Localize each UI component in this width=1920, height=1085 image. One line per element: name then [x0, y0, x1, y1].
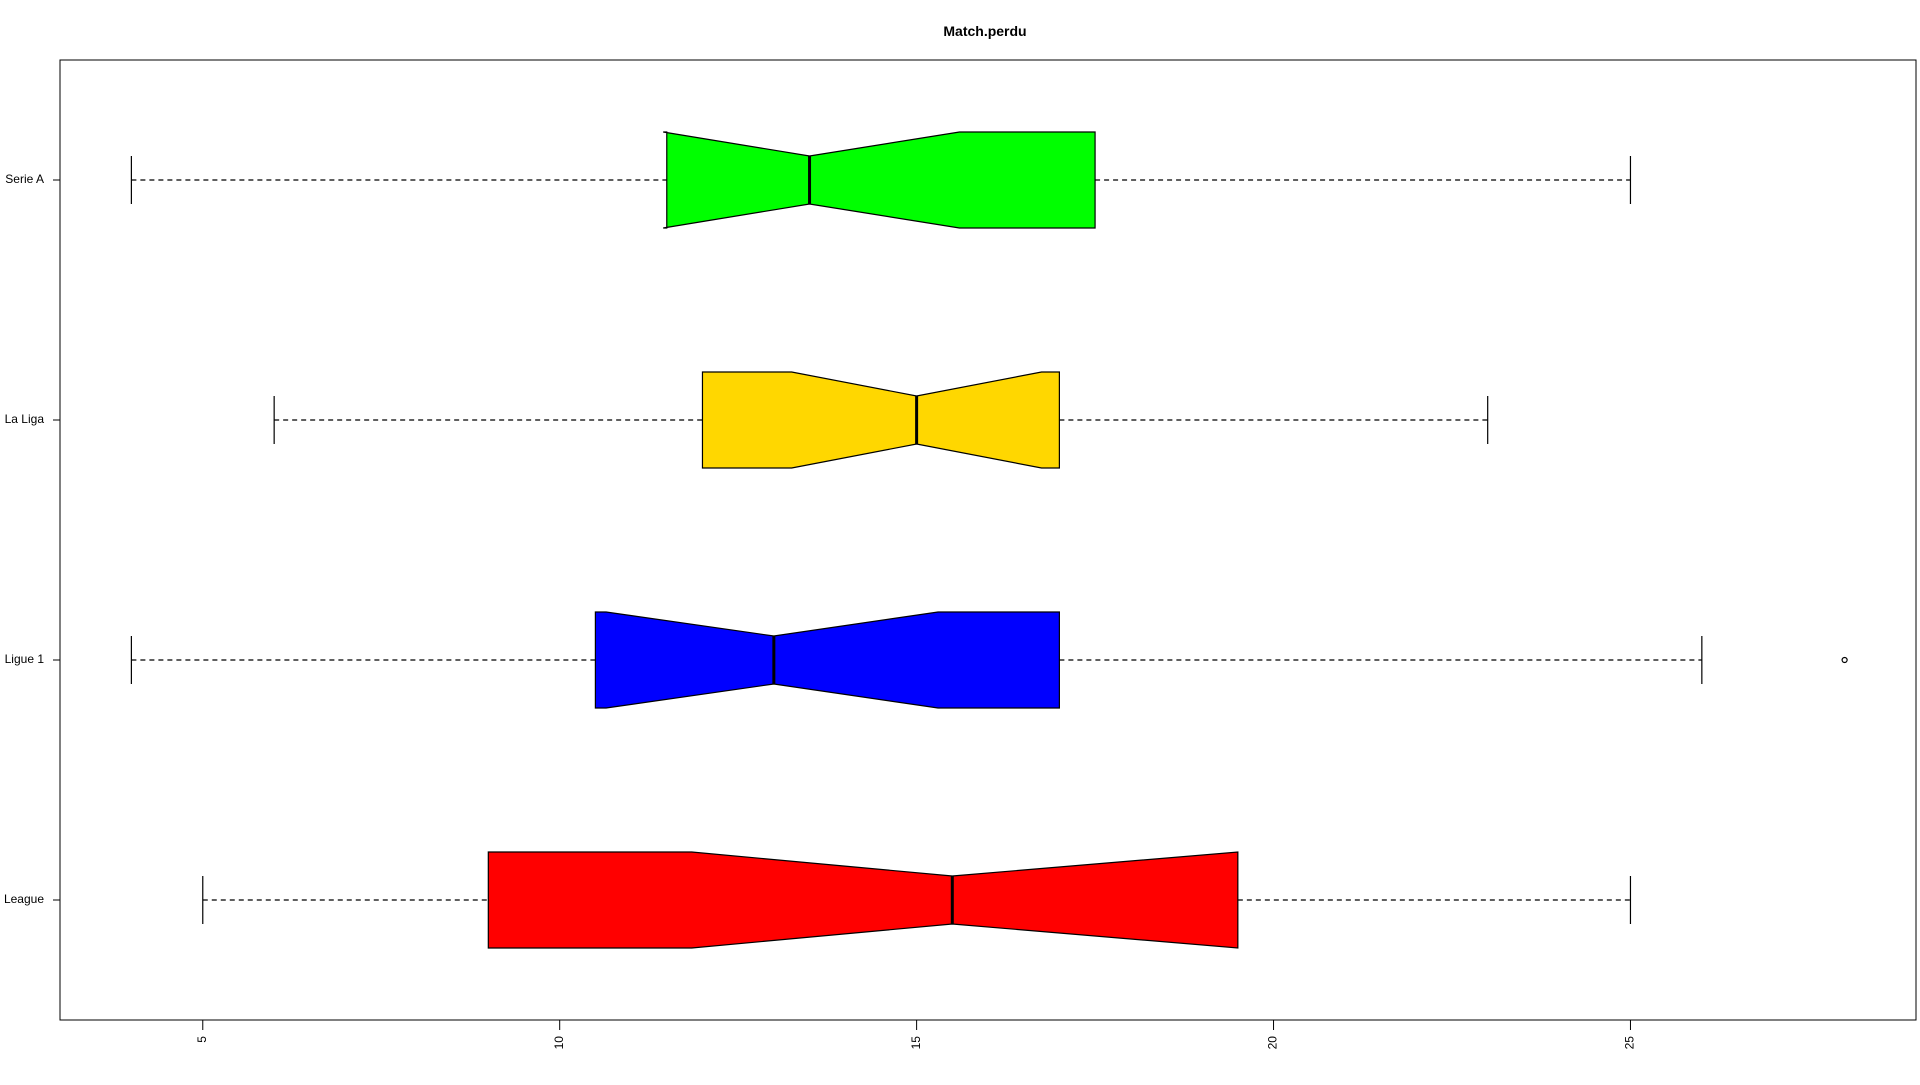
y-axis: League Ligue 1 La Liga Serie A	[4, 172, 60, 906]
x-tick-label: 25	[1623, 1036, 1637, 1050]
x-axis: 5 10 15 20 25	[195, 1020, 1637, 1049]
y-tick-label: League	[4, 892, 44, 906]
box-body	[487, 851, 1239, 949]
box-body	[594, 611, 1060, 709]
plot-frame	[59, 59, 1917, 1021]
x-tick-label: 15	[909, 1036, 923, 1050]
x-tick-label: 5	[195, 1036, 209, 1043]
box-group	[130, 611, 1848, 709]
boxes-layer	[130, 131, 1848, 949]
chart-title: Match.perdu	[943, 23, 1026, 39]
box-body	[663, 131, 1096, 229]
y-tick-label: Ligue 1	[5, 652, 45, 666]
outlier-point	[1841, 656, 1848, 664]
box-group	[130, 131, 1632, 229]
y-tick-label: La Liga	[5, 412, 45, 426]
box-group	[273, 371, 1489, 469]
box-group	[202, 851, 1632, 949]
x-tick-label: 20	[1266, 1036, 1280, 1050]
x-tick-label: 10	[552, 1036, 566, 1050]
box-body	[701, 371, 1060, 469]
y-tick-label: Serie A	[5, 172, 44, 186]
